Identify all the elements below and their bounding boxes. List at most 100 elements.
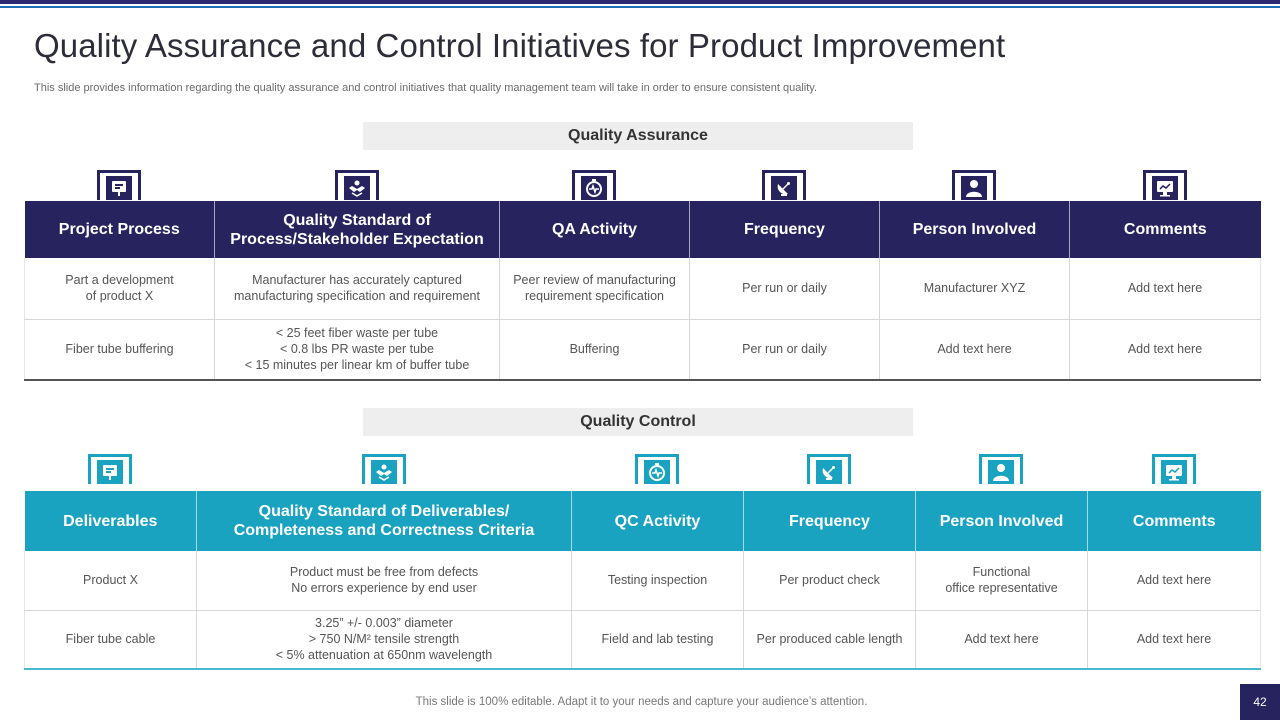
header-text: Frequency — [789, 512, 870, 530]
table-cell: Manufacturer XYZ — [879, 258, 1070, 320]
icon-frame — [979, 454, 1023, 484]
table-row: Fiber tube cable 3.25” +/- 0.003” diamete… — [24, 610, 1261, 670]
cell-text: Testing inspection — [607, 573, 708, 588]
icon-frame — [1151, 454, 1196, 484]
header-text: Quality Standard of — [283, 211, 431, 229]
qc-icons-row — [24, 454, 1260, 490]
qc-person-icon-frame — [979, 454, 1023, 490]
qc-stopwatch-icon-frame — [635, 454, 679, 490]
cell-text: Per run or daily — [742, 342, 827, 357]
cell-text: < 15 minutes per linear km of buffer tub… — [244, 358, 470, 373]
table-cell: Add text here — [1087, 551, 1261, 611]
stopwatch-icon — [644, 460, 670, 484]
cell-text: Add text here — [1136, 573, 1212, 588]
cell-text: Product X — [83, 573, 138, 588]
qc-header-cell: Comments — [1087, 491, 1261, 551]
cell-text: Field and lab testing — [601, 632, 714, 647]
qc-handshake-icon-frame — [361, 454, 406, 490]
qa-handshake-icon-frame — [334, 170, 379, 206]
cell-text: Add text here — [1136, 632, 1212, 647]
icon-frame — [88, 454, 132, 484]
qc-header-cell: QC Activity — [571, 491, 744, 551]
qa-header-cell: Person Involved — [879, 201, 1070, 258]
qa-header-cell: Frequency — [689, 201, 880, 258]
cell-text: Add text here — [1127, 281, 1203, 296]
header-text: Completeness and Correctness Criteria — [233, 522, 535, 539]
cell-text: > 750 N/M² tensile strength — [308, 632, 460, 647]
header-text: QA Activity — [551, 221, 638, 238]
qa-stopwatch-icon-frame — [572, 170, 616, 206]
cell-text: Per produced cable length — [756, 632, 903, 647]
cell-text: Fiber tube cable — [65, 632, 156, 647]
presentation-icon — [106, 176, 132, 200]
qa-presentation-icon-frame — [97, 170, 141, 206]
page-subtitle: This slide provides information regardin… — [34, 82, 818, 94]
table-row: Fiber tube buffering < 25 feet fiber wast… — [24, 319, 1261, 381]
satellite-dish-icon — [816, 460, 842, 484]
table-cell: Functional office representative — [915, 551, 1088, 611]
table-cell: Fiber tube cable — [24, 610, 197, 670]
table-cell: Field and lab testing — [571, 610, 744, 670]
qa-person-icon-frame — [952, 170, 996, 206]
qa-satellite-dish-icon-frame — [762, 170, 806, 206]
cell-text: < 0.8 lbs PR waste per tube — [280, 342, 434, 357]
table-cell: Add text here — [879, 319, 1070, 381]
table-row: Part a development of product X Manufactur… — [24, 258, 1261, 320]
cell-text: < 25 feet fiber waste per tube — [275, 326, 439, 341]
icon-frame — [334, 170, 379, 200]
table-cell: Peer review of manufacturing requirement … — [499, 258, 690, 320]
person-icon — [988, 460, 1014, 484]
header-text: Frequency — [744, 221, 825, 238]
cell-text: office representative — [945, 581, 1058, 596]
cell-text: 3.25” +/- 0.003” diameter — [315, 616, 453, 631]
table-cell: Part a development of product X — [24, 258, 215, 320]
qa-monitor-chart-icon-frame — [1142, 170, 1187, 206]
qc-table: Deliverables Quality Standard of Delivera… — [24, 491, 1261, 670]
icon-frame — [361, 454, 406, 484]
presentation-icon — [97, 460, 123, 484]
table-cell: Per run or daily — [689, 258, 880, 320]
cell-text: of product X — [85, 289, 154, 304]
table-cell: Add text here — [1069, 258, 1261, 320]
monitor-chart-icon — [1160, 460, 1187, 484]
cell-text: Functional — [972, 565, 1031, 580]
icon-frame — [952, 170, 996, 200]
qc-monitor-chart-icon-frame — [1151, 454, 1196, 490]
person-icon — [961, 176, 987, 200]
icon-frame — [635, 454, 679, 484]
cell-text: Add text here — [1127, 342, 1203, 357]
qa-header-cell: Quality Standard of Process/Stakeholder E… — [214, 201, 500, 258]
qa-table: Project Process Quality Standard of Proces… — [24, 201, 1261, 381]
header-text: QC Activity — [614, 512, 701, 530]
qc-header-cell: Person Involved — [915, 491, 1088, 551]
cell-text: Per product check — [779, 573, 880, 588]
icon-frame — [97, 170, 141, 200]
cell-text: Fiber tube buffering — [65, 342, 174, 357]
header-text: Process/Stakeholder Expectation — [230, 230, 484, 248]
table-cell: Testing inspection — [571, 551, 744, 611]
qc-section-label: Quality Control — [363, 408, 913, 436]
table-cell: Add text here — [915, 610, 1088, 670]
table-cell: Product must be free from defects No erro… — [196, 551, 572, 611]
icon-frame — [572, 170, 616, 200]
cell-text: Product must be free from defects — [289, 565, 479, 580]
table-cell: Per product check — [743, 551, 916, 611]
table-cell: Fiber tube buffering — [24, 319, 215, 381]
icon-frame — [807, 454, 851, 484]
stopwatch-icon — [581, 176, 607, 200]
cell-text: Add text here — [964, 632, 1039, 647]
table-row: Product X Product must be free from defec… — [24, 551, 1261, 611]
qc-presentation-icon-frame — [88, 454, 132, 490]
qa-header-cell: QA Activity — [499, 201, 690, 258]
table-cell: Product X — [24, 551, 197, 611]
cell-text: Buffering — [569, 342, 620, 357]
header-text: Deliverables — [63, 512, 158, 530]
qa-section-label: Quality Assurance — [363, 122, 913, 150]
cell-text: requirement specification — [525, 289, 664, 304]
handshake-icon — [370, 460, 397, 484]
cell-text: No errors experience by end user — [291, 581, 477, 596]
header-text: Comments — [1123, 221, 1207, 238]
header-text: Quality Standard of Deliverables/ — [258, 503, 510, 520]
qc-satellite-dish-icon-frame — [807, 454, 851, 490]
table-cell: Buffering — [499, 319, 690, 381]
